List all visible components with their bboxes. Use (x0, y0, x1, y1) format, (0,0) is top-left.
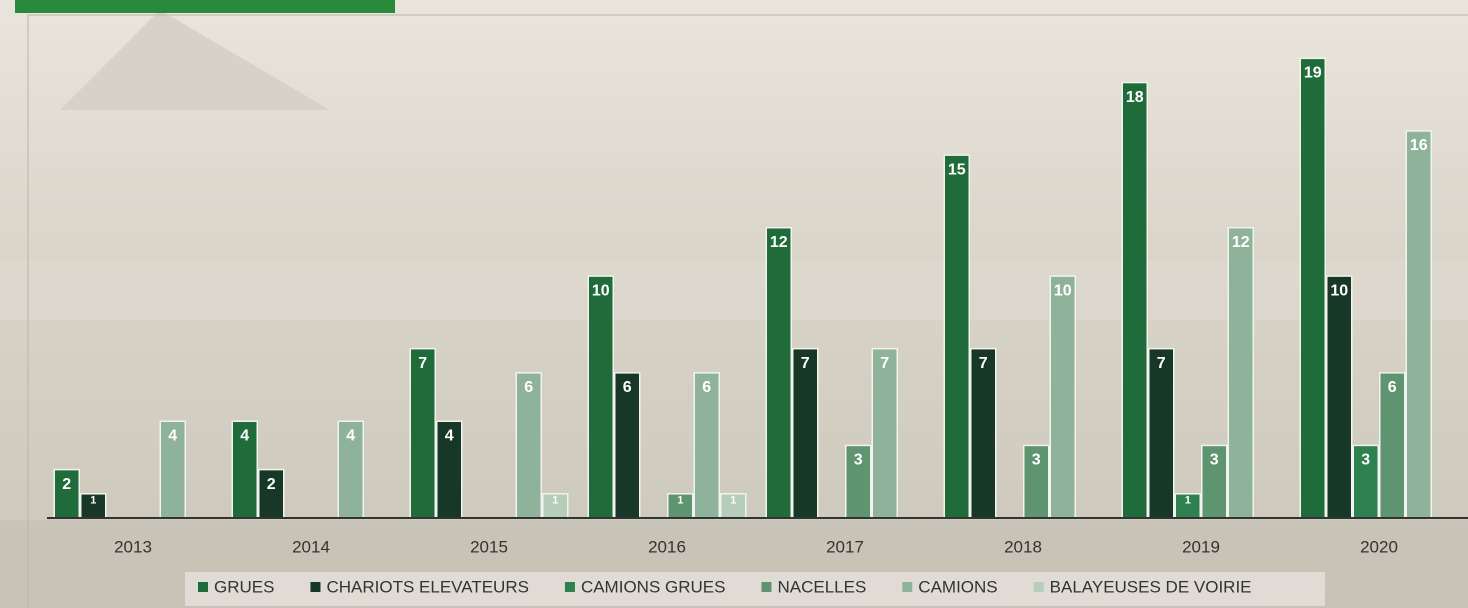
value-label: 3 (1032, 452, 1041, 469)
legend-label: NACELLES (777, 577, 866, 596)
value-label: 10 (1054, 282, 1072, 299)
value-label: 12 (1232, 234, 1250, 251)
page: 2144247461106161127371573101871312191036… (0, 0, 1468, 608)
x-tick-label: 2015 (470, 537, 508, 556)
bar (1228, 228, 1253, 518)
value-label: 6 (623, 379, 632, 396)
x-tick-label: 2014 (292, 537, 330, 556)
value-label: 7 (1157, 355, 1166, 372)
value-label: 4 (445, 427, 454, 444)
x-tick-label: 2020 (1360, 537, 1398, 556)
value-label: 7 (418, 355, 427, 372)
legend-swatch (310, 582, 320, 592)
bar (944, 155, 969, 518)
value-label: 1 (90, 495, 96, 507)
value-label: 10 (592, 282, 610, 299)
legend-swatch (761, 582, 771, 592)
value-label: 3 (854, 452, 863, 469)
bar (410, 349, 435, 518)
legend-label: CHARIOTS ELEVATEURS (326, 577, 528, 596)
value-label: 15 (948, 161, 966, 178)
legend-label: BALAYEUSES DE VOIRIE (1050, 577, 1252, 596)
bar (872, 349, 897, 518)
bar (1300, 58, 1325, 518)
value-label: 4 (168, 427, 177, 444)
x-tick-label: 2019 (1182, 537, 1220, 556)
bar (793, 349, 818, 518)
value-label: 7 (979, 355, 988, 372)
bar (588, 276, 613, 518)
x-tick-label: 2018 (1004, 537, 1042, 556)
value-label: 4 (240, 427, 249, 444)
value-label: 10 (1330, 282, 1348, 299)
value-label: 1 (730, 495, 736, 507)
x-tick-label: 2016 (648, 537, 686, 556)
chart: 2144247461106161127371573101871312191036… (0, 0, 1468, 608)
value-label: 7 (880, 355, 889, 372)
x-tick-label: 2017 (826, 537, 864, 556)
bar (971, 349, 996, 518)
bar (1050, 276, 1075, 518)
bar (1149, 349, 1174, 518)
bar (1327, 276, 1352, 518)
legend-swatch (565, 582, 575, 592)
value-label: 6 (524, 379, 533, 396)
legend-label: CAMIONS GRUES (581, 577, 726, 596)
legend-label: GRUES (214, 577, 274, 596)
value-label: 1 (677, 495, 683, 507)
header-bar (15, 0, 395, 13)
value-label: 1 (552, 495, 558, 507)
legend-swatch (198, 582, 208, 592)
value-label: 4 (346, 427, 355, 444)
value-label: 7 (801, 355, 810, 372)
x-tick-label: 2013 (114, 537, 152, 556)
legend-swatch (902, 582, 912, 592)
value-label: 3 (1210, 452, 1219, 469)
value-label: 18 (1126, 89, 1144, 106)
bar (1406, 131, 1431, 518)
value-label: 1 (1185, 495, 1191, 507)
bar (1122, 83, 1147, 518)
value-label: 2 (62, 476, 71, 493)
value-label: 3 (1361, 452, 1370, 469)
legend-swatch (1034, 582, 1044, 592)
value-label: 2 (267, 476, 276, 493)
value-label: 19 (1304, 65, 1322, 82)
value-label: 16 (1410, 137, 1428, 154)
value-label: 6 (702, 379, 711, 396)
legend-label: CAMIONS (918, 577, 997, 596)
bar (766, 228, 791, 518)
value-label: 6 (1388, 379, 1397, 396)
value-label: 12 (770, 234, 788, 251)
